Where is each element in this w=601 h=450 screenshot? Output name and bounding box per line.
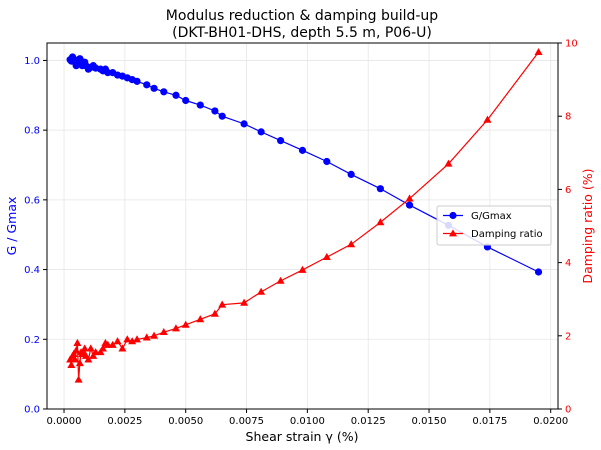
x-tick-label: 0.0025 bbox=[107, 416, 142, 427]
point-modulus bbox=[160, 88, 168, 96]
x-axis-label: Shear strain γ (%) bbox=[246, 429, 359, 444]
point-damping bbox=[113, 337, 122, 345]
chart-title: Modulus reduction & damping build-up bbox=[166, 8, 439, 24]
point-modulus bbox=[323, 157, 331, 166]
legend-label-modulus: G/Gmax bbox=[471, 211, 512, 222]
point-damping bbox=[123, 335, 132, 343]
point-modulus bbox=[218, 112, 226, 120]
point-damping bbox=[196, 315, 205, 323]
point-damping bbox=[483, 115, 492, 123]
point-modulus bbox=[143, 81, 151, 89]
right-tick-label: 0 bbox=[565, 405, 571, 416]
point-modulus bbox=[534, 268, 543, 276]
right-tick-label: 4 bbox=[565, 258, 571, 269]
point-damping bbox=[133, 335, 142, 343]
point-damping bbox=[84, 355, 93, 363]
point-damping bbox=[69, 349, 78, 357]
legend-box bbox=[436, 205, 552, 246]
x-tick-label: 0.0100 bbox=[290, 416, 325, 427]
point-modulus bbox=[133, 77, 141, 85]
point-damping bbox=[80, 344, 89, 352]
right-tick-label: 10 bbox=[565, 39, 578, 50]
left-axis-label: G / Gmax bbox=[4, 197, 19, 256]
left-tick-label: 1.0 bbox=[24, 56, 40, 67]
plot-frame bbox=[46, 42, 559, 410]
legend: G/Gmax Damping ratio bbox=[436, 205, 552, 246]
point-damping bbox=[240, 298, 249, 306]
point-damping bbox=[171, 324, 180, 332]
point-modulus bbox=[240, 120, 248, 128]
x-tick-label: 0.0175 bbox=[472, 416, 507, 427]
point-modulus bbox=[376, 185, 384, 193]
point-modulus bbox=[405, 201, 414, 209]
point-damping bbox=[159, 327, 168, 336]
legend-label-damping: Damping ratio bbox=[471, 229, 543, 240]
point-modulus bbox=[172, 91, 180, 99]
point-damping bbox=[322, 252, 331, 261]
x-tick-label: 0.0125 bbox=[351, 416, 386, 427]
point-damping bbox=[150, 331, 159, 339]
series-layer bbox=[66, 47, 543, 383]
point-modulus bbox=[182, 96, 190, 105]
point-damping bbox=[181, 320, 190, 328]
point-damping bbox=[276, 276, 285, 284]
right-axis-label: Damping ratio (%) bbox=[580, 168, 595, 283]
point-damping bbox=[128, 337, 137, 345]
point-damping bbox=[142, 333, 151, 341]
x-tick-label: 0.0050 bbox=[168, 416, 203, 427]
left-tick-label: 0.6 bbox=[24, 195, 40, 206]
left-axis-ticks: 0.0 0.2 0.4 0.6 0.8 1.0 bbox=[24, 56, 47, 416]
x-tick-label: 0.0000 bbox=[47, 416, 82, 427]
legend-marker-damping bbox=[449, 229, 457, 237]
point-damping bbox=[257, 287, 266, 295]
x-tick-label: 0.0150 bbox=[412, 416, 447, 427]
x-axis-ticks: 0.0000 0.0025 0.0050 0.0075 0.0100 0.0125 0.01… bbox=[47, 409, 568, 427]
right-tick-label: 6 bbox=[565, 185, 571, 196]
point-damping bbox=[444, 159, 453, 167]
point-damping bbox=[405, 194, 414, 202]
point-damping bbox=[73, 338, 82, 347]
point-modulus bbox=[277, 137, 285, 145]
point-damping bbox=[534, 47, 543, 56]
right-tick-label: 2 bbox=[565, 331, 571, 342]
point-damping bbox=[376, 218, 385, 226]
point-damping bbox=[118, 344, 127, 352]
point-damping bbox=[98, 344, 107, 352]
point-modulus bbox=[257, 128, 265, 136]
point-damping bbox=[86, 344, 95, 352]
point-damping bbox=[70, 355, 79, 363]
right-axis-ticks: 0 2 4 6 8 10 bbox=[558, 39, 578, 416]
point-damping bbox=[96, 348, 105, 356]
x-tick-label: 0.0075 bbox=[229, 416, 264, 427]
legend-marker-modulus bbox=[449, 211, 457, 220]
point-damping bbox=[210, 309, 219, 317]
point-modulus bbox=[211, 107, 219, 115]
point-damping bbox=[75, 359, 84, 367]
point-damping bbox=[298, 265, 307, 273]
chart-subtitle: (DKT-BH01-DHS, depth 5.5 m, P06-U) bbox=[172, 25, 432, 41]
point-modulus bbox=[150, 84, 158, 92]
x-tick-label: 0.0200 bbox=[533, 416, 568, 427]
point-damping bbox=[72, 346, 81, 354]
point-damping bbox=[89, 351, 98, 359]
point-modulus bbox=[196, 101, 204, 109]
left-tick-label: 0.8 bbox=[24, 126, 40, 137]
point-modulus bbox=[347, 170, 355, 179]
left-tick-label: 0.4 bbox=[24, 265, 40, 276]
left-tick-label: 0.0 bbox=[24, 405, 40, 416]
point-damping bbox=[347, 240, 356, 248]
left-tick-label: 0.2 bbox=[24, 335, 40, 346]
point-damping bbox=[218, 300, 227, 308]
point-damping bbox=[74, 375, 83, 383]
right-tick-label: 8 bbox=[565, 112, 571, 123]
point-damping bbox=[67, 360, 76, 368]
point-modulus bbox=[298, 146, 307, 154]
point-damping bbox=[108, 340, 117, 348]
